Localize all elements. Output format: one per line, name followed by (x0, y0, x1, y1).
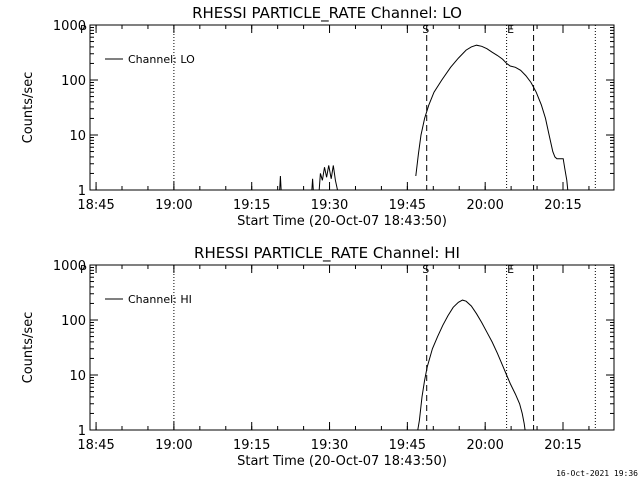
y-tick-label: 1000 (53, 19, 86, 34)
x-tick-label: 19:00 (155, 438, 192, 453)
legend-label: Channel: HI (128, 293, 192, 306)
series-line (417, 299, 526, 430)
chart-panel-2: RHESSI PARTICLE_RATE Channel: HI Counts/s… (21, 244, 615, 469)
x-tick-label: 19:45 (389, 438, 426, 453)
plot-frame (89, 24, 615, 191)
data-series (417, 299, 526, 430)
end-marker-label: E (507, 263, 514, 276)
end-marker-label: E (507, 23, 514, 36)
x-axis-label: Start Time (20-Oct-07 18:43:50) (237, 214, 447, 229)
y-tick-label: 1 (78, 424, 86, 439)
y-tick-label: 1000 (53, 259, 86, 274)
plot-frame (89, 264, 615, 431)
data-series (279, 44, 569, 190)
footer-timestamp: 16-Oct-2021 19:36 (556, 469, 638, 478)
x-tick-label: 20:00 (466, 438, 503, 453)
series-line (318, 165, 339, 190)
x-tick-label: 19:15 (233, 198, 270, 213)
start-marker-label: S (422, 263, 429, 276)
x-tick-label: 19:45 (389, 198, 426, 213)
x-tick-label: 20:15 (544, 198, 581, 213)
corner-flag-label: P (80, 23, 87, 36)
series-line (311, 178, 314, 190)
corner-flag-label: P (80, 263, 87, 276)
series-line (279, 175, 282, 190)
chart-title: RHESSI PARTICLE_RATE Channel: HI (194, 244, 460, 263)
x-tick-label: 19:00 (155, 198, 192, 213)
y-tick-label: 100 (61, 314, 86, 329)
x-tick-label: 18:45 (77, 438, 114, 453)
y-tick-label: 10 (69, 369, 86, 384)
x-tick-label: 19:30 (311, 198, 348, 213)
x-tick-label: 19:15 (233, 438, 270, 453)
x-tick-label: 18:45 (77, 198, 114, 213)
x-tick-label: 19:30 (311, 438, 348, 453)
chart-title: RHESSI PARTICLE_RATE Channel: LO (192, 4, 462, 23)
chart-panel-1: RHESSI PARTICLE_RATE Channel: LO Counts/s… (21, 4, 615, 229)
y-axis-label: Counts/sec (21, 312, 36, 384)
x-tick-label: 20:15 (544, 438, 581, 453)
x-tick-label: 20:00 (466, 198, 503, 213)
start-marker-label: S (422, 23, 429, 36)
y-axis-label: Counts/sec (21, 72, 36, 144)
legend-label: Channel: LO (128, 53, 195, 66)
y-tick-label: 1 (78, 184, 86, 199)
x-axis-label: Start Time (20-Oct-07 18:43:50) (237, 454, 447, 469)
series-line (415, 44, 569, 190)
y-tick-label: 100 (61, 74, 86, 89)
y-tick-label: 10 (69, 129, 86, 144)
